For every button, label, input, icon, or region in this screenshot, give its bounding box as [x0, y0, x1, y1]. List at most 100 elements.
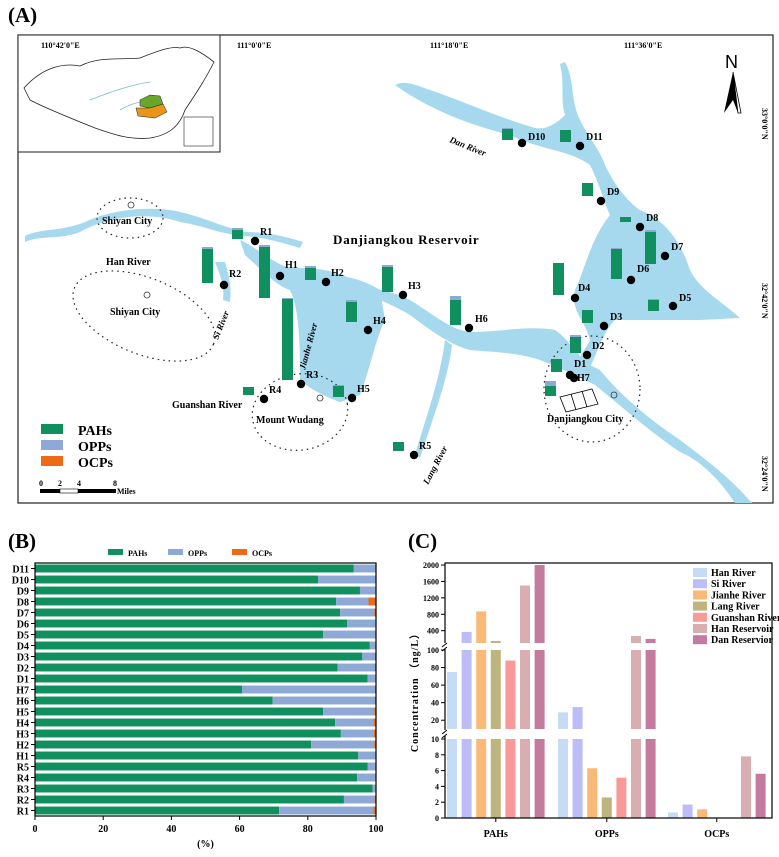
x-tick-label: 20 — [98, 824, 108, 835]
site-pahs-bar — [553, 263, 564, 295]
site-pahs-bar — [232, 228, 243, 239]
bar-pahs-han-reservoir — [520, 650, 530, 729]
north-arrow-icon: N — [724, 52, 742, 114]
site-pahs-bar — [346, 300, 357, 322]
bar-opps-si-river — [572, 707, 583, 729]
site-label: D11 — [586, 132, 603, 143]
bar-d1-pahs — [35, 674, 368, 683]
bar-r4-opps — [357, 773, 376, 782]
site-d4: D4 — [553, 263, 590, 303]
bar-pahs-han-river — [447, 671, 457, 729]
region-outlines — [72, 197, 641, 451]
legend-swatch — [693, 590, 707, 600]
site-opps-bar — [232, 228, 243, 230]
bar-d6-opps — [347, 619, 376, 628]
site-d3: D3 — [582, 310, 622, 331]
legend-swatch-ocps — [232, 549, 247, 555]
y-tick-label: H2 — [16, 741, 29, 752]
y-tick-label: 8 — [435, 751, 439, 760]
y-tick-label: 800 — [427, 610, 439, 619]
site-marker — [347, 393, 357, 403]
bar-opps-han-river — [558, 712, 568, 729]
place-shiyan-city: Shiyan City — [102, 216, 152, 227]
legend-swatch — [693, 624, 707, 633]
site-pahs-bar — [382, 265, 393, 292]
axis-break-gap — [442, 730, 448, 736]
y-tick-label: H1 — [16, 752, 29, 763]
y-tick-label: D3 — [17, 653, 29, 664]
bar-pahs-jianhe-river — [476, 650, 487, 729]
bar-d2-opps — [337, 663, 375, 672]
site-label: H5 — [357, 384, 370, 395]
longitude-ticks: 110°42'0"E 111°0'0"E 111°18'0"E 111°36'0… — [41, 41, 662, 50]
lon-tick: 111°0'0"E — [237, 41, 271, 50]
site-d9: D9 — [582, 183, 619, 206]
bar-pahs-guanshan-river — [505, 739, 516, 818]
y-tick-label: R2 — [17, 796, 29, 807]
bar-h6-pahs — [35, 696, 273, 705]
lat-tick: 32°24'0"N — [760, 456, 769, 492]
bar-d3-opps — [362, 652, 375, 661]
site-label: R1 — [260, 227, 272, 238]
legend-label: Dan Reservior — [711, 635, 773, 646]
lon-tick: 110°42'0"E — [41, 41, 80, 50]
legend-label: OPPs — [188, 549, 207, 558]
legend-label: OCPs — [252, 549, 272, 558]
bar-pahs-dan-reservior — [534, 650, 545, 729]
site-label: D3 — [610, 312, 622, 323]
site-marker — [570, 293, 580, 303]
bar-pahs-dan-reservior — [534, 739, 545, 818]
site-r2: R2 — [202, 247, 241, 290]
site-marker — [626, 275, 636, 285]
map-legend: PAHs OPPs OCPs — [41, 424, 114, 471]
legend-opps: OPPs — [78, 440, 112, 455]
y-tick-label: D4 — [17, 642, 29, 653]
bar-pahs-si-river — [461, 631, 472, 643]
site-label: D7 — [671, 242, 683, 253]
scale-tick: 4 — [77, 479, 81, 488]
bar-r3-pahs — [35, 784, 373, 793]
bar-opps-han-reservoir — [631, 636, 641, 643]
site-h7: H7 — [545, 373, 590, 396]
legend-label: Han River — [711, 568, 756, 579]
x-tick-label: 0 — [33, 824, 38, 835]
y-tick-label: 40 — [431, 699, 439, 708]
site-h4: H4 — [346, 300, 386, 335]
site-pahs-bar — [551, 359, 562, 372]
site-pahs-bar — [502, 128, 513, 140]
sampling-sites: D10 D11 D9 D8 D7 D6 D5 D4 D3 D2 D1 H7 H6 H5 H4 H3 H2 H1 R1… — [202, 128, 691, 460]
lat-tick: 32°42'0"N — [760, 283, 769, 319]
bar-d5-opps — [323, 630, 376, 639]
bar-d8-pahs — [35, 597, 337, 606]
bar-h4-opps — [335, 718, 374, 727]
y-tick-label: D10 — [12, 576, 29, 587]
site-h2: H2 — [305, 266, 344, 287]
site-pahs-bar — [333, 385, 344, 397]
site-label: R4 — [269, 385, 281, 396]
x-tick-label: 80 — [303, 824, 313, 835]
site-pahs-bar — [202, 247, 213, 283]
y-tick-label: 80 — [431, 664, 439, 673]
site-marker — [464, 323, 474, 333]
bar-ocps-han-river — [668, 812, 678, 818]
site-marker — [599, 321, 609, 331]
site-label: H2 — [331, 268, 344, 279]
bar-ocps-jianhe-river — [697, 809, 708, 818]
bar-h5-pahs — [35, 707, 324, 716]
bar-h5-ocps — [374, 707, 376, 716]
legend-label: Si River — [711, 579, 746, 590]
site-pahs-bar — [450, 296, 461, 325]
y-tick-label: 1200 — [423, 594, 439, 603]
site-label: D5 — [679, 293, 691, 304]
y-tick-label: H4 — [16, 719, 29, 730]
bar-pahs-han-reservoir — [520, 739, 530, 818]
site-opps-bar — [570, 335, 581, 337]
bar-opps-si-river — [572, 739, 583, 818]
site-marker — [363, 325, 373, 335]
site-d5: D5 — [648, 293, 691, 311]
bar-opps-han-reservoir — [631, 650, 641, 729]
site-marker — [275, 271, 285, 281]
bar-d9-pahs — [35, 586, 360, 595]
plot-frame — [34, 562, 377, 817]
